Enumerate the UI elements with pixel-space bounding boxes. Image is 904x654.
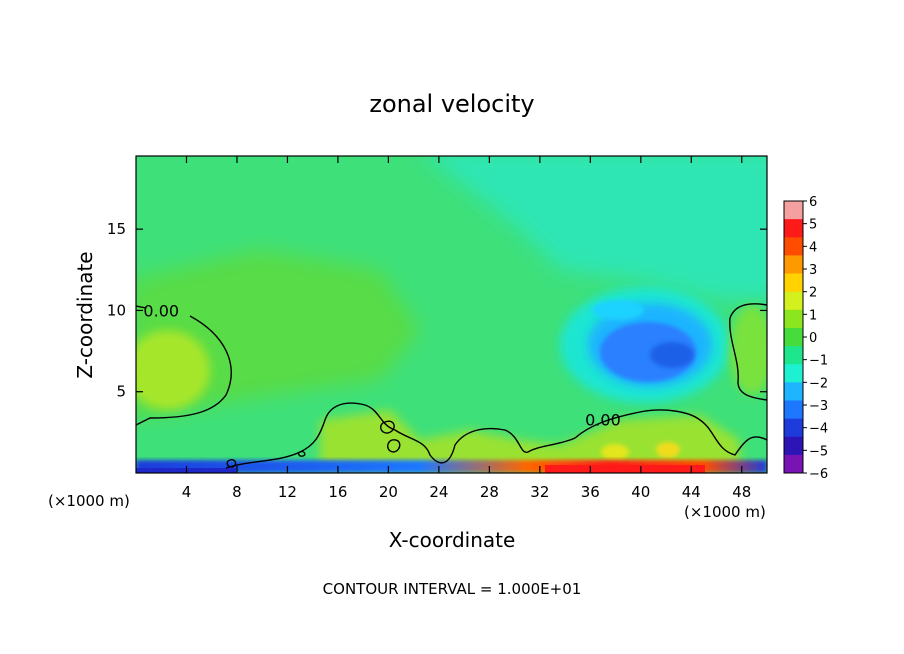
colorbar-label: 5 <box>809 218 817 233</box>
colorbar-label: −3 <box>809 399 828 414</box>
colorbar-label: 1 <box>809 308 817 323</box>
zero-contours <box>136 303 767 469</box>
colorbar-swatch <box>784 273 803 293</box>
chart-title: zonal velocity <box>369 90 534 118</box>
colorbar-label: −1 <box>809 354 828 369</box>
y-axis-label: Z-coordinate <box>73 251 97 378</box>
x-tick-label: 36 <box>581 483 600 501</box>
colorbar-label: −5 <box>809 444 828 459</box>
field-plume <box>427 156 767 300</box>
colorbar: 6 5 4 3 2 1 0 −1 −2 −3 −4 −5 −6 <box>783 195 828 482</box>
contour-small-4 <box>297 450 306 457</box>
colorbar-swatch <box>784 382 803 401</box>
contour-labels: 0.00 0.00 <box>143 301 620 429</box>
field-core-deep <box>650 342 694 368</box>
colorbar-label: 6 <box>809 195 817 210</box>
x-unit-note-right: (×1000 m) <box>684 503 766 521</box>
y-tick-label: 10 <box>107 301 126 319</box>
contour-small-1 <box>380 420 395 434</box>
x-tick-label: 20 <box>379 483 398 501</box>
plot-area <box>136 156 767 473</box>
colorbar-swatch <box>784 219 803 238</box>
y-axis: 5 10 15 <box>107 220 767 401</box>
contour-left <box>136 305 232 426</box>
colorbar-label: 4 <box>809 240 817 255</box>
x-axis-label: X-coordinate <box>389 528 516 552</box>
colorbar-swatch <box>784 418 803 438</box>
colorbar-swatch <box>784 346 803 365</box>
contour-bottom <box>225 402 767 469</box>
colorbar-label: 0 <box>809 331 817 346</box>
contour-interval-footer: CONTOUR INTERVAL = 1.000E+01 <box>323 580 582 598</box>
y-tick-label: 15 <box>107 220 126 238</box>
colorbar-swatch <box>784 400 803 420</box>
x-tick-label: 16 <box>328 483 347 501</box>
x-tick-label: 24 <box>429 483 448 501</box>
colorbar-swatch <box>784 201 803 220</box>
colorbar-label: 3 <box>809 263 817 278</box>
colorbar-label: −2 <box>809 376 828 391</box>
x-tick-label: 8 <box>232 483 242 501</box>
contour-small-3 <box>226 458 237 468</box>
x-tick-label: 28 <box>480 483 499 501</box>
contour-label: 0.00 <box>143 301 179 320</box>
x-axis: 4 8 12 16 20 24 28 32 36 40 44 48 <box>182 156 751 501</box>
colorbar-swatch <box>784 364 803 383</box>
contour-right <box>729 303 767 401</box>
x-tick-label: 48 <box>732 483 751 501</box>
colorbar-swatch <box>784 327 803 347</box>
colorbar-swatch <box>784 237 803 256</box>
field-lime-left <box>136 330 210 410</box>
colorbar-swatch <box>784 309 803 329</box>
colorbar-swatch <box>784 255 803 275</box>
colorbar-label: −6 <box>809 467 828 482</box>
field-yellow-1 <box>601 444 629 460</box>
colorbar-swatch <box>784 436 803 456</box>
field-core-top <box>592 300 644 320</box>
field-green-right <box>730 305 767 395</box>
colorbar-swatch <box>784 454 803 474</box>
x-tick-label: 12 <box>278 483 297 501</box>
field-lime-bottom <box>320 410 740 470</box>
x-tick-label: 4 <box>182 483 192 501</box>
x-tick-label: 44 <box>682 483 701 501</box>
colorbar-label: −4 <box>809 422 828 437</box>
field-yellow-2 <box>656 442 680 458</box>
colorbar-swatch <box>784 291 803 311</box>
contour-small-2 <box>387 439 401 453</box>
plot-frame <box>135 155 768 474</box>
x-tick-label: 40 <box>631 483 650 501</box>
x-unit-note-left: (×1000 m) <box>48 492 130 510</box>
colorbar-label: 2 <box>809 286 817 301</box>
x-tick-label: 32 <box>530 483 549 501</box>
y-tick-label: 5 <box>116 383 126 401</box>
contour-label: 0.00 <box>585 410 621 429</box>
field-surface-jet <box>545 465 705 473</box>
